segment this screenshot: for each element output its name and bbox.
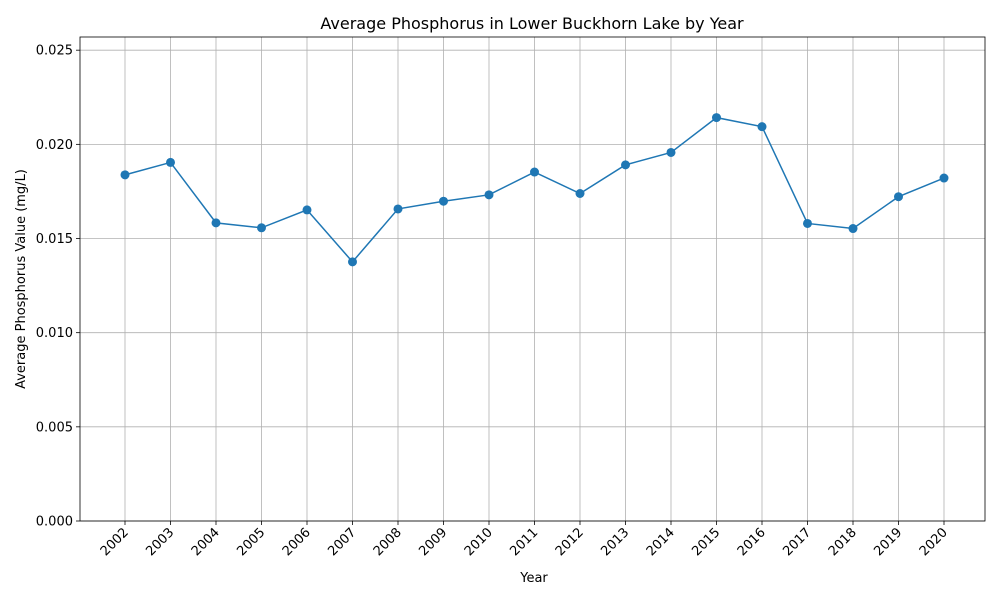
data-point <box>302 205 312 215</box>
data-point <box>712 113 721 123</box>
chart-title: Average Phosphorus in Lower Buckhorn Lak… <box>320 14 744 33</box>
data-point <box>894 192 903 202</box>
y-tick-label: 0.005 <box>36 420 73 435</box>
y-tick-label: 0.000 <box>36 515 73 530</box>
data-point <box>439 196 448 206</box>
y-tick-label: 0.020 <box>36 138 73 153</box>
data-point <box>484 190 494 200</box>
data-point <box>393 204 403 214</box>
x-axis-label: Year <box>519 571 548 586</box>
data-point <box>803 218 812 228</box>
data-point <box>848 224 858 234</box>
y-axis-label: Average Phosphorus Value (mg/L) <box>14 169 29 389</box>
data-point <box>939 173 949 183</box>
data-point <box>575 188 585 198</box>
data-point <box>166 157 175 167</box>
data-point <box>120 170 130 180</box>
data-point <box>211 218 221 228</box>
series-phosphorus <box>120 113 949 267</box>
data-point <box>757 122 767 132</box>
data-point <box>666 147 676 157</box>
y-tick-label: 0.015 <box>36 232 73 247</box>
y-tick-label: 0.010 <box>36 326 73 341</box>
grid <box>80 37 985 522</box>
data-point <box>348 257 357 267</box>
data-point <box>257 223 266 233</box>
data-point <box>530 167 539 177</box>
plot-area-frame <box>79 36 986 522</box>
data-point <box>621 160 630 170</box>
y-tick-label: 0.025 <box>36 44 73 59</box>
